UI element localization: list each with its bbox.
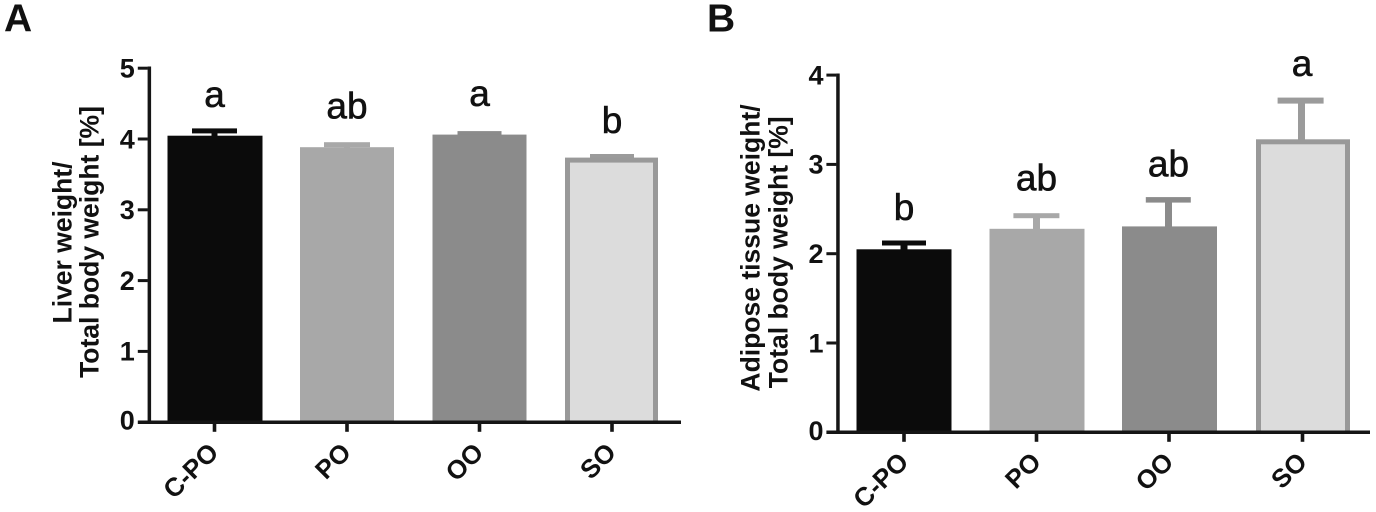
svg-text:a: a [204, 74, 225, 115]
svg-text:Adipose tissue weight/: Adipose tissue weight/ [736, 104, 766, 392]
svg-text:Total body weight [%]: Total body weight [%] [75, 106, 105, 378]
svg-text:1: 1 [808, 328, 823, 358]
svg-text:4: 4 [808, 60, 823, 90]
svg-text:0: 0 [120, 406, 135, 436]
svg-text:ab: ab [1016, 158, 1057, 199]
svg-text:ab: ab [1148, 144, 1189, 185]
svg-text:2: 2 [120, 266, 135, 296]
svg-text:0: 0 [808, 416, 823, 446]
svg-text:Total body weight [%]: Total body weight [%] [764, 116, 794, 388]
svg-text:A: A [4, 0, 32, 41]
svg-text:b: b [602, 100, 623, 141]
svg-text:2: 2 [808, 239, 823, 269]
svg-text:b: b [894, 187, 915, 228]
svg-text:3: 3 [808, 150, 823, 180]
svg-text:Liver weight/: Liver weight/ [48, 161, 78, 324]
svg-text:1: 1 [120, 337, 135, 367]
svg-text:3: 3 [120, 195, 135, 225]
svg-text:5: 5 [120, 54, 135, 84]
svg-text:B: B [707, 0, 735, 40]
svg-text:4: 4 [120, 124, 135, 154]
svg-text:a: a [469, 73, 490, 114]
svg-text:ab: ab [326, 86, 367, 127]
svg-text:a: a [1292, 43, 1313, 84]
